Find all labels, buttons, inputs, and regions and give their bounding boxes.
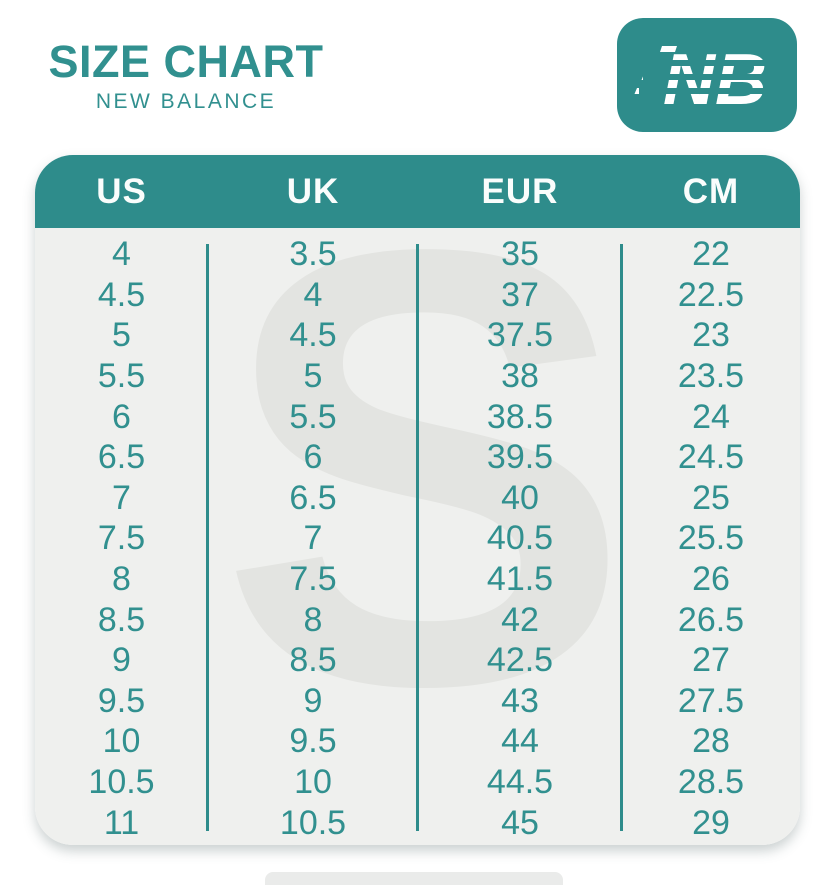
title-block: SIZE CHART NEW BALANCE <box>38 38 334 114</box>
table-cell: 24.5 <box>677 438 745 477</box>
table-cell: 25.5 <box>677 519 745 558</box>
table-row: 9.5 9 43 27.5 <box>35 681 800 722</box>
column-header-cm: CM <box>682 171 740 211</box>
table-cell: 29 <box>692 803 730 842</box>
table-row: 7 6.5 40 25 <box>35 478 800 519</box>
table-cell: 45 <box>501 803 539 842</box>
table-cell: 22.5 <box>677 275 745 314</box>
logo-stripe-gaps <box>639 60 773 94</box>
table-cell: 39.5 <box>486 438 554 477</box>
table-cell: 35 <box>501 235 539 274</box>
table-body: S 4 3.5 35 22 4.5 4 37 22.5 5 4.5 37.5 23 5.5 5 38 23.5… <box>35 228 800 845</box>
table-cell: 4 <box>303 275 323 314</box>
column-header-us: US <box>96 171 147 211</box>
table-cell: 44.5 <box>486 763 554 802</box>
page-subtitle: NEW BALANCE <box>95 90 277 114</box>
table-cell: 6 <box>112 397 131 436</box>
table-cell: 4.5 <box>97 275 146 314</box>
table-cell: 42 <box>501 600 539 639</box>
table-cell: 44 <box>501 722 539 761</box>
table-row: 6.5 6 39.5 24.5 <box>35 437 800 478</box>
table-row: 4 3.5 35 22 <box>35 234 800 275</box>
table-cell: 42.5 <box>486 641 554 680</box>
table-cell: 38.5 <box>486 397 554 436</box>
table-cell: 8.5 <box>97 600 146 639</box>
table-cell: 27.5 <box>677 681 745 720</box>
table-cell: 23.5 <box>677 357 745 396</box>
table-cell: 5 <box>303 357 323 396</box>
table-cell: 8 <box>112 560 131 599</box>
table-cell: 23 <box>692 316 730 355</box>
table-cell: 5 <box>112 316 131 355</box>
cropped-bottom-element <box>265 872 563 885</box>
table-cell: 5.5 <box>289 397 337 436</box>
table-cell: 40.5 <box>486 519 554 558</box>
table-row: 10.5 10 44.5 28.5 <box>35 762 800 803</box>
table-cell: 6 <box>303 438 323 477</box>
table-cell: 37 <box>501 275 539 314</box>
table-cell: 40 <box>501 478 539 517</box>
table-cell: 7.5 <box>289 560 337 599</box>
table-row: 8 7.5 41.5 26 <box>35 559 800 600</box>
table-cell: 10 <box>294 763 332 802</box>
table-row: 5 4.5 37.5 23 <box>35 315 800 356</box>
table-cell: 7 <box>112 478 131 517</box>
table-cell: 9.5 <box>97 681 146 720</box>
table-cell: 27 <box>692 641 730 680</box>
column-divider-us-uk <box>206 244 209 831</box>
table-cell: 26 <box>692 560 730 599</box>
table-cell: 9 <box>112 641 131 680</box>
table-cell: 4.5 <box>289 316 337 355</box>
size-table-card: US UK EUR CM S 4 3.5 35 22 4.5 4 37 22.5 5 4.5 37.5 23… <box>35 155 800 845</box>
column-header-uk: UK <box>286 171 340 211</box>
new-balance-logo-badge: NB <box>617 18 797 132</box>
table-cell: 9.5 <box>289 722 337 761</box>
table-cell: 7 <box>303 519 323 558</box>
watermark-letter: S <box>218 228 632 814</box>
table-cell: 11 <box>103 803 140 842</box>
table-row: 11 10.5 45 29 <box>35 802 800 843</box>
table-row: 4.5 4 37 22.5 <box>35 275 800 316</box>
table-header-row: US UK EUR CM <box>35 155 800 228</box>
table-cell: 38 <box>501 357 539 396</box>
table-row: 9 8.5 42.5 27 <box>35 640 800 681</box>
table-cell: 28 <box>692 722 730 761</box>
table-cell: 4 <box>112 235 131 274</box>
table-row: 7.5 7 40.5 25.5 <box>35 518 800 559</box>
table-cell: 8.5 <box>289 641 337 680</box>
table-cell: 41.5 <box>486 560 554 599</box>
nb-logo-icon: NB <box>617 18 797 132</box>
page-title: SIZE CHART <box>48 36 324 87</box>
table-rows: 4 3.5 35 22 4.5 4 37 22.5 5 4.5 37.5 23 5.5 5 38 23.5 6 5… <box>35 228 800 845</box>
table-cell: 5.5 <box>97 357 146 396</box>
table-cell: 43 <box>501 681 539 720</box>
table-cell: 7.5 <box>97 519 146 558</box>
table-cell: 26.5 <box>677 600 745 639</box>
table-cell: 8 <box>303 600 323 639</box>
table-cell: 10.5 <box>88 763 155 802</box>
table-row: 5.5 5 38 23.5 <box>35 356 800 397</box>
table-cell: 22 <box>692 235 730 274</box>
column-divider-eur-cm <box>620 244 623 831</box>
table-row: 10 9.5 44 28 <box>35 721 800 762</box>
column-divider-uk-eur <box>416 244 419 831</box>
table-cell: 25 <box>692 478 730 517</box>
table-cell: 3.5 <box>289 235 337 274</box>
table-row: 8.5 8 42 26.5 <box>35 599 800 640</box>
table-cell: 6.5 <box>97 438 146 477</box>
column-header-eur: EUR <box>481 171 559 211</box>
table-cell: 9 <box>303 681 323 720</box>
table-row: 6 5.5 38.5 24 <box>35 396 800 437</box>
table-cell: 6.5 <box>289 478 337 517</box>
table-cell: 10.5 <box>279 803 347 842</box>
table-cell: 10 <box>102 722 141 761</box>
table-cell: 37.5 <box>486 316 554 355</box>
table-cell: 24 <box>692 397 730 436</box>
table-cell: 28.5 <box>677 763 745 802</box>
